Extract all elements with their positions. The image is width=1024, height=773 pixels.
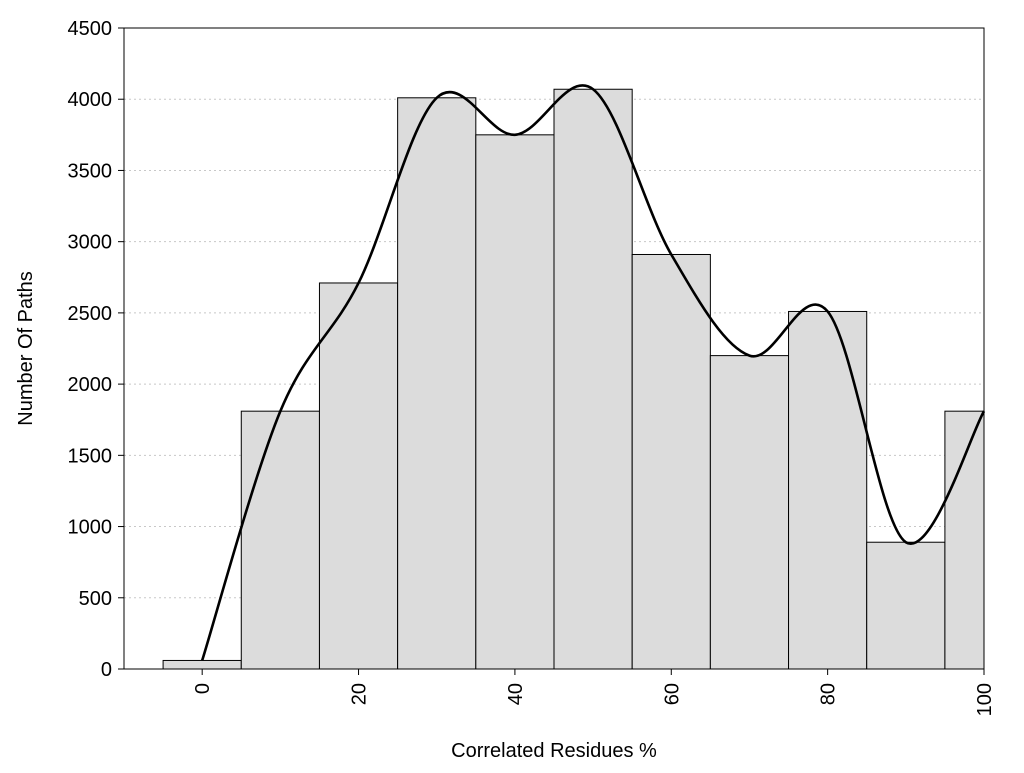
x-tick-label: 20 [349, 683, 371, 705]
histogram-bar [866, 541, 946, 670]
y-tick-label: 3500 [68, 160, 113, 182]
histogram-bar [318, 282, 399, 670]
y-axis-ticks: 0 500 1000 1500 2000 2500 3000 3500 4000 4500 [68, 18, 124, 681]
histogram-bar [553, 88, 633, 670]
x-tick-label: 80 [818, 683, 840, 705]
smooth-curve-layer [200, 84, 986, 661]
x-tick-label: 100 [974, 683, 996, 716]
y-tick-label: 0 [101, 659, 112, 681]
x-axis-title: Correlated Residues % [451, 740, 657, 762]
y-tick-label: 2500 [68, 303, 113, 325]
y-tick-label: 1500 [68, 445, 113, 467]
plot-frame [123, 27, 985, 670]
y-axis-title: Number Of Paths [15, 271, 37, 426]
bars [162, 88, 985, 670]
x-axis-ticks: 0 20 40 60 80 100 [192, 669, 996, 716]
x-tick-label: 40 [505, 683, 527, 705]
histogram-bar [709, 355, 790, 670]
histogram-bar [397, 97, 477, 670]
y-tick-label: 2000 [68, 374, 113, 396]
x-tick-label: 60 [661, 683, 683, 705]
y-tick-label: 1000 [68, 517, 113, 539]
histogram-bar [240, 410, 320, 670]
histogram-bar [944, 410, 985, 670]
y-tick-label: 3000 [68, 232, 113, 254]
histogram-bar [162, 659, 242, 670]
histogram-bar [788, 310, 868, 670]
y-tick-label: 4500 [68, 18, 113, 40]
y-tick-label: 500 [79, 588, 112, 610]
histogram-bar [631, 253, 711, 670]
x-tick-label: 0 [192, 683, 214, 694]
y-tick-label: 4000 [68, 89, 113, 111]
histogram-bar [475, 134, 555, 670]
smooth-curve [200, 84, 986, 661]
